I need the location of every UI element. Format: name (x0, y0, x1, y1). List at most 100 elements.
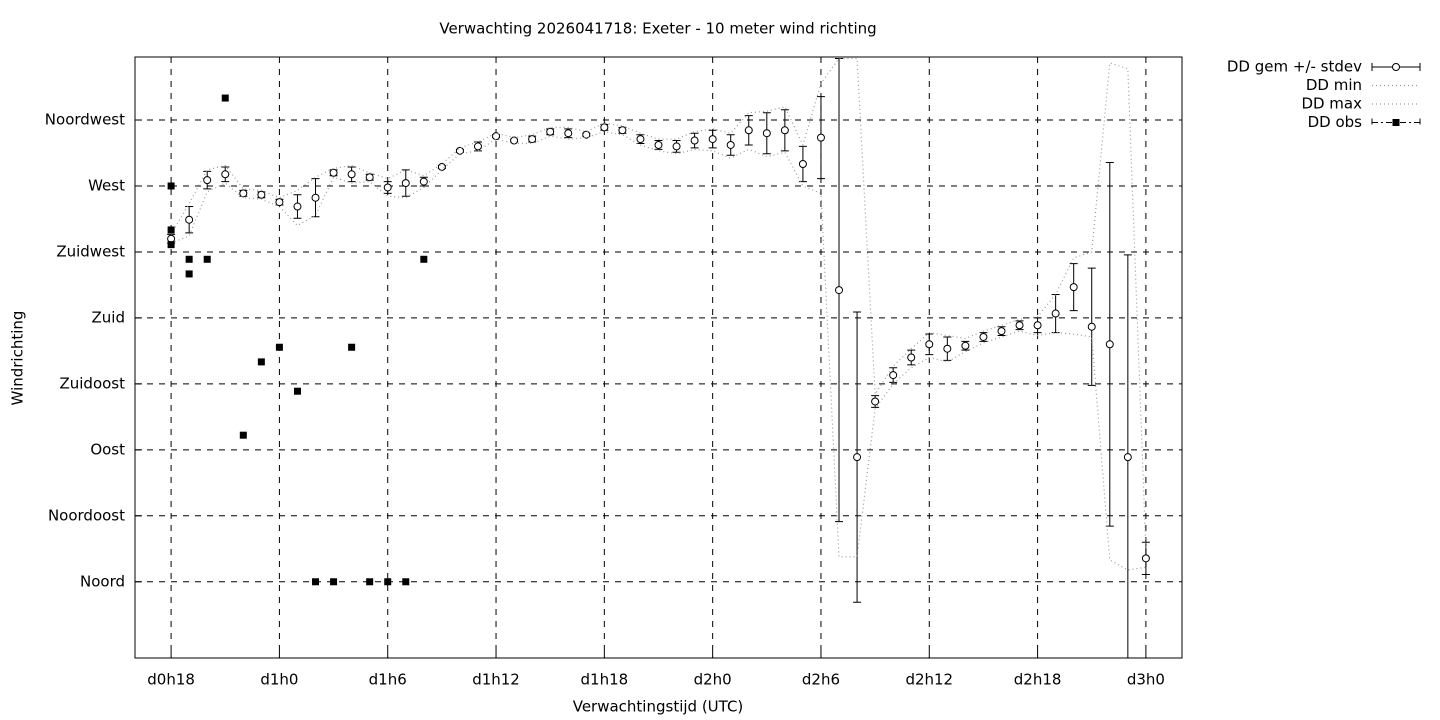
y-tick-label: Noord (80, 572, 125, 590)
mean-point (816, 133, 825, 142)
x-tick-label: d2h12 (905, 671, 953, 689)
mean-point (780, 126, 789, 135)
mean-point (1015, 321, 1024, 330)
obs-point (167, 182, 175, 190)
x-tick-label: d2h18 (1014, 671, 1062, 689)
mean-point (744, 126, 753, 135)
plot-frame (134, 56, 1183, 659)
mean-point (1051, 309, 1060, 318)
y-axis-label: Windrichting (9, 311, 27, 406)
chart-title: Verwachting 2026041718: Exeter - 10 mete… (439, 20, 876, 38)
mean-point (1087, 322, 1096, 331)
legend-label: DD obs (1308, 113, 1363, 131)
mean-point (943, 344, 952, 353)
y-tick-label: Zuid (92, 308, 125, 326)
obs-point (239, 431, 247, 439)
legend-label: DD gem +/- stdev (1227, 58, 1362, 76)
plot-area (167, 57, 1150, 658)
x-tick-label: d2h0 (694, 671, 732, 689)
mean-point (997, 327, 1006, 336)
mean-point (401, 179, 410, 188)
y-tick-label: Zuidwest (56, 242, 125, 260)
mean-point (925, 340, 934, 349)
x-tick-label: d3h0 (1127, 671, 1165, 689)
x-tick-label: d0h18 (147, 671, 195, 689)
obs-point (384, 578, 392, 586)
obs-point (275, 343, 283, 351)
obs-point (221, 94, 229, 102)
x-tick-label: d1h0 (260, 671, 298, 689)
mean-point (1105, 340, 1114, 349)
x-tick-label: d1h6 (369, 671, 407, 689)
legend-label: DD max (1301, 95, 1362, 113)
obs-point (366, 578, 374, 586)
obs-point (312, 578, 320, 586)
mean-point (871, 397, 880, 406)
y-tick-label: Noordoost (48, 506, 125, 524)
mean-point (600, 123, 609, 132)
mean-point (185, 215, 194, 224)
obs-point (203, 255, 211, 263)
mean-point (654, 140, 663, 149)
mean-point (726, 140, 735, 149)
mean-point (528, 135, 537, 144)
obs-point (185, 255, 193, 263)
mean-point (979, 332, 988, 341)
legend-label: DD min (1306, 76, 1362, 94)
mean-point (293, 202, 302, 211)
mean-point (636, 135, 645, 144)
y-tick-label: Noordwest (45, 111, 125, 129)
obs-point (348, 343, 356, 351)
mean-point (329, 168, 338, 177)
mean-point (672, 142, 681, 151)
mean-point (708, 135, 717, 144)
mean-point (798, 160, 807, 169)
mean-point (1141, 554, 1150, 563)
mean-point (383, 183, 392, 192)
mean-point (311, 193, 320, 202)
mean-point (239, 189, 248, 198)
mean-point (907, 353, 916, 362)
mean-point (365, 173, 374, 182)
mean-point (1033, 321, 1042, 330)
obs-point (167, 241, 175, 249)
x-axis-label: Verwachtingstijd (UTC) (573, 698, 744, 716)
mean-point (961, 341, 970, 350)
mean-point (257, 190, 266, 199)
obs-point (402, 578, 410, 586)
mean-point (762, 129, 771, 138)
mean-point (564, 129, 573, 138)
mean-point (347, 170, 356, 179)
mean-point (203, 176, 212, 185)
y-tick-label: West (88, 176, 125, 194)
x-tick-label: d2h6 (802, 671, 840, 689)
mean-point (437, 162, 446, 171)
mean-point (419, 177, 428, 186)
mean-point (690, 136, 699, 145)
mean-point (455, 146, 464, 155)
mean-point (853, 453, 862, 462)
mean-point (1069, 283, 1078, 292)
mean-point (221, 170, 230, 179)
mean-point (546, 127, 555, 136)
y-tick-label: Zuidoost (59, 374, 125, 392)
mean-point (1123, 453, 1132, 462)
obs-point (420, 255, 428, 263)
legend-sample (1392, 63, 1400, 71)
obs-point (185, 270, 193, 278)
mean-point (889, 371, 898, 380)
obs-point (167, 226, 175, 234)
mean-point (835, 286, 844, 295)
mean-point (618, 126, 627, 135)
x-tick-label: d1h12 (472, 671, 520, 689)
y-tick-label: Oost (90, 440, 125, 458)
obs-point (293, 387, 301, 395)
mean-point (275, 198, 284, 207)
legend-sample (1392, 119, 1400, 126)
obs-point (330, 578, 338, 586)
x-tick-label: d1h18 (581, 671, 629, 689)
mean-point (473, 142, 482, 151)
range-line (170, 57, 1147, 550)
